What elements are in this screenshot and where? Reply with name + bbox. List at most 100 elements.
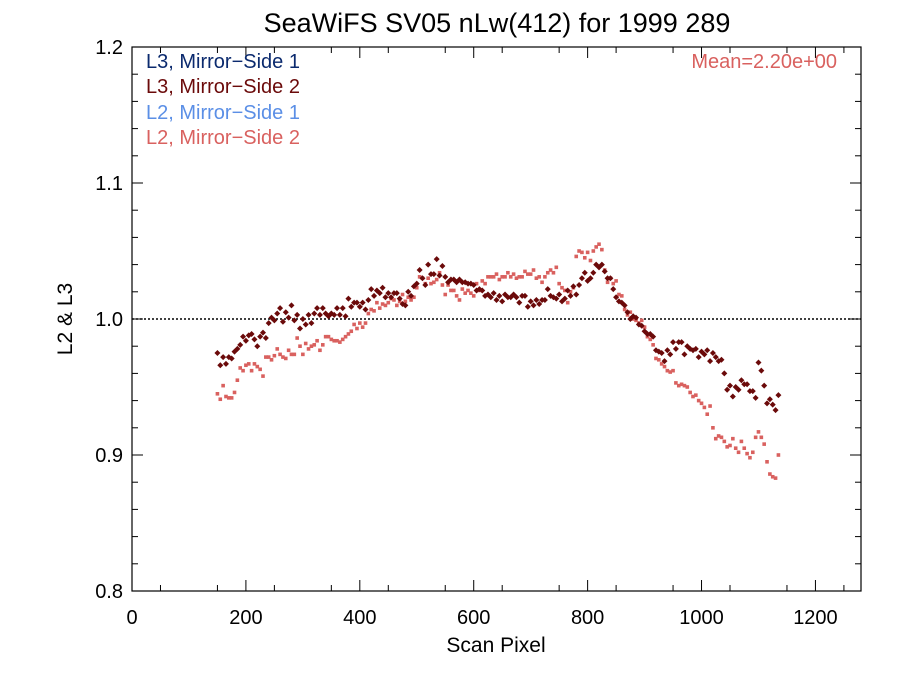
point-l2-ms2 xyxy=(662,364,667,369)
point-l2-ms2 xyxy=(266,355,271,359)
point-l2-ms2 xyxy=(232,390,237,395)
point-l2-ms2 xyxy=(739,439,744,444)
point-l3-ms2 xyxy=(587,275,594,282)
x-tick-label: 600 xyxy=(457,607,490,629)
point-l2-ms2 xyxy=(224,394,228,399)
point-l2-ms2 xyxy=(543,275,547,279)
point-l3-ms2 xyxy=(237,341,244,348)
point-l2-ms2 xyxy=(497,277,502,282)
plot-frame xyxy=(131,46,862,592)
point-l2-ms2 xyxy=(657,358,661,362)
point-l2-ms2 xyxy=(471,294,476,298)
point-l3-ms2 xyxy=(493,296,500,303)
point-l2-ms2 xyxy=(668,370,673,374)
point-l2-ms2 xyxy=(346,332,351,336)
point-l3-ms2 xyxy=(527,298,534,305)
point-l3-ms2 xyxy=(291,317,298,324)
point-l2-ms2 xyxy=(614,279,618,283)
point-l3-ms2 xyxy=(242,337,249,344)
point-l2-ms2 xyxy=(605,280,610,285)
legend: L3, Mirror−Side 1 L3, Mirror−Side 2 L2, … xyxy=(146,51,300,149)
point-l2-ms2 xyxy=(329,337,334,342)
point-l3-ms2 xyxy=(601,268,608,275)
point-l2-ms2 xyxy=(377,306,382,310)
point-l3-ms2 xyxy=(470,282,477,288)
point-l2-ms2 xyxy=(275,347,280,351)
point-l3-ms2 xyxy=(393,290,400,297)
point-l2-ms2 xyxy=(443,292,448,297)
point-l3-ms2 xyxy=(633,314,640,321)
point-l2-ms2 xyxy=(682,383,687,388)
point-l3-ms2 xyxy=(499,298,506,305)
chart-title: SeaWiFS SV05 nLw(412) for 1999 289 xyxy=(264,8,731,38)
point-l2-ms2 xyxy=(283,356,288,361)
point-l3-ms2 xyxy=(257,333,264,340)
point-l2-ms2 xyxy=(773,476,778,480)
point-l3-ms2 xyxy=(319,305,326,312)
point-l2-ms2 xyxy=(432,280,436,285)
point-l2-ms2 xyxy=(548,268,553,272)
point-l2-ms2 xyxy=(474,281,479,286)
point-l2-ms2 xyxy=(768,472,772,476)
point-l3-ms2 xyxy=(442,273,449,280)
point-l3-ms2 xyxy=(348,303,355,310)
point-l3-ms2 xyxy=(570,283,577,290)
legend-entry-l3-ms1: L3, Mirror−Side 1 xyxy=(146,51,300,73)
point-l2-ms2 xyxy=(318,348,322,353)
point-l2-ms2 xyxy=(691,394,695,399)
point-l3-ms2 xyxy=(251,336,258,343)
point-l2-ms2 xyxy=(671,368,675,373)
point-l3-ms2 xyxy=(524,303,531,310)
point-l2-ms2 xyxy=(696,398,701,403)
point-l2-ms2 xyxy=(451,288,456,293)
point-l3-ms2 xyxy=(766,396,773,403)
point-l3-ms2 xyxy=(240,333,247,340)
point-l2-ms2 xyxy=(702,405,707,410)
x-tick-label: 1200 xyxy=(793,607,838,629)
point-l2-ms2 xyxy=(520,275,524,279)
mean-annotation: Mean=2.20e+00 xyxy=(691,51,837,73)
point-l2-ms2 xyxy=(594,245,598,249)
point-l3-ms2 xyxy=(610,286,617,293)
point-l3-ms2 xyxy=(607,275,614,282)
point-l2-ms2 xyxy=(489,275,493,279)
point-l3-ms2 xyxy=(396,295,403,302)
point-l2-ms2 xyxy=(622,307,627,312)
point-l3-ms2 xyxy=(308,320,315,327)
point-l2-ms2 xyxy=(409,298,413,302)
point-l3-ms2 xyxy=(353,299,360,306)
point-l2-ms2 xyxy=(315,338,319,343)
point-l3-ms2 xyxy=(402,302,409,309)
point-l2-ms2 xyxy=(676,383,681,388)
point-l2-ms2 xyxy=(460,287,465,291)
legend-entry-l2-ms1: L2, Mirror−Side 1 xyxy=(146,102,300,124)
point-l3-ms2 xyxy=(334,305,341,312)
point-l2-ms2 xyxy=(335,338,339,343)
point-l3-ms2 xyxy=(342,313,349,320)
point-l2-ms2 xyxy=(713,436,718,441)
point-l2-ms2 xyxy=(679,382,684,387)
point-l2-ms2 xyxy=(591,249,596,253)
point-l3-ms2 xyxy=(496,292,503,299)
x-tick-label: 400 xyxy=(343,607,376,629)
point-l3-ms2 xyxy=(769,401,776,408)
point-l3-ms2 xyxy=(718,356,725,363)
point-l2-ms2 xyxy=(272,353,277,358)
point-l2-ms2 xyxy=(619,294,624,298)
point-l3-ms2 xyxy=(564,287,571,294)
point-l2-ms2 xyxy=(258,367,262,372)
point-l2-ms2 xyxy=(218,397,223,402)
point-l3-ms2 xyxy=(339,305,346,312)
point-l2-ms2 xyxy=(383,303,388,308)
point-l2-ms2 xyxy=(545,270,550,275)
point-l2-ms2 xyxy=(728,443,732,448)
point-l2-ms2 xyxy=(537,275,542,279)
point-l2-ms2 xyxy=(386,300,391,305)
point-l3-ms2 xyxy=(727,382,734,389)
point-l3-ms2 xyxy=(371,292,378,299)
point-l3-ms2 xyxy=(530,302,537,309)
point-l3-ms2 xyxy=(405,288,412,295)
point-l2-ms2 xyxy=(349,329,354,334)
